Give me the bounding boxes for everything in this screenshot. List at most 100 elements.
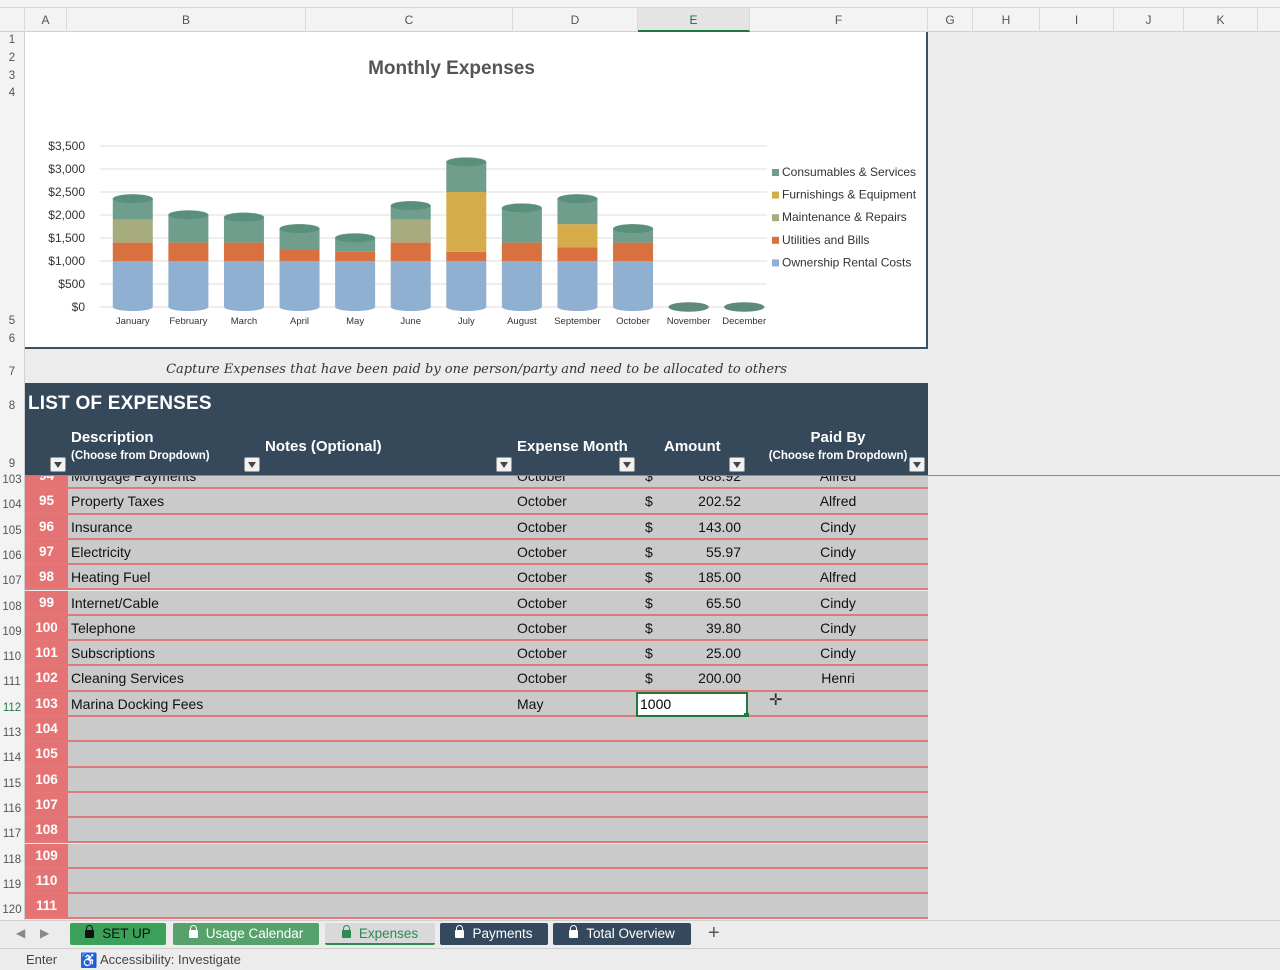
column-header-h[interactable]: H [973, 8, 1040, 32]
column-header-j[interactable]: J [1114, 8, 1184, 32]
table-row[interactable]: 97 Electricity October $55.97 Cindy [25, 539, 928, 566]
description-cell[interactable]: Cleaning Services [71, 670, 184, 687]
amount-cell[interactable]: 688.92 [698, 476, 741, 484]
description-cell[interactable]: Subscriptions [71, 645, 156, 662]
description-cell[interactable]: Electricity [71, 543, 131, 560]
description-cell[interactable]: Heating Fuel [71, 569, 151, 586]
currency-symbol[interactable]: $ [645, 569, 653, 586]
amount-cell[interactable]: 202.52 [698, 493, 741, 510]
amount-cell[interactable]: 65.50 [705, 594, 741, 611]
add-sheet-plus-icon[interactable]: + [708, 922, 720, 944]
row-header[interactable]: 109 [2, 625, 22, 638]
row-header[interactable]: 115 [2, 777, 22, 790]
table-row[interactable]: 109 [25, 843, 928, 869]
table-row[interactable]: 101 Subscriptions October $25.00 Cindy [25, 641, 928, 667]
description-cell[interactable]: Insurance [71, 518, 133, 535]
currency-symbol[interactable]: $ [645, 645, 653, 662]
row-header[interactable]: 9 [8, 458, 16, 470]
table-row[interactable]: 102 Cleaning Services October $200.00 Henri [25, 666, 928, 692]
row-header[interactable]: 116 [2, 802, 22, 815]
column-header-k[interactable]: K [1184, 8, 1258, 32]
description-cell[interactable]: Telephone [71, 619, 136, 636]
expense-month-cell[interactable]: May [517, 695, 544, 712]
table-row[interactable]: 98 Heating Fuel October $185.00 Alfred [25, 565, 928, 591]
row-header[interactable]: 1 [8, 34, 16, 46]
currency-symbol[interactable]: $ [645, 594, 653, 611]
table-row[interactable]: 94Mortgage Payments October $688.92 Alfred [25, 476, 928, 490]
row-header[interactable]: 5 [8, 315, 16, 327]
row-header[interactable]: 110 [2, 651, 22, 664]
amount-cell[interactable]: 55.97 [705, 543, 741, 560]
sheet-tab-expenses[interactable]: Expenses [325, 923, 435, 945]
amount-cell[interactable]: 200.00 [698, 670, 741, 687]
row-header[interactable]: 111 [3, 676, 21, 689]
row-header[interactable]: 114 [2, 752, 22, 765]
row-header[interactable]: 119 [2, 878, 22, 891]
expense-month-cell[interactable]: October [517, 569, 567, 586]
accessibility-icon[interactable]: ♿ [80, 952, 98, 968]
row-header[interactable]: 105 [2, 524, 22, 537]
monthly-expenses-chart[interactable]: $0 $500 $1,000 $1,500 $2,000 $2,500 $3,000 $3,5… [25, 32, 928, 349]
paid-by-cell[interactable]: Alfred [819, 569, 857, 586]
row-header[interactable]: 8 [8, 400, 16, 412]
filter-dropdown-icon[interactable] [619, 457, 635, 472]
sheet-tab-total-overview[interactable]: Total Overview [553, 923, 691, 945]
filter-dropdown-icon[interactable] [50, 457, 66, 472]
paid-by-cell[interactable]: Alfred [819, 476, 857, 484]
row-header[interactable]: 6 [8, 333, 16, 345]
next-sheet-arrow-icon[interactable]: ▶ [40, 926, 50, 940]
amount-cell[interactable]: 39.80 [705, 619, 741, 636]
table-row[interactable]: 104 [25, 717, 928, 743]
row-header[interactable]: 2 [8, 52, 16, 64]
worksheet-grid[interactable]: $0 $500 $1,000 $1,500 $2,000 $2,500 $3,000 $3,5… [25, 32, 1280, 920]
paid-by-cell[interactable]: Alfred [819, 493, 857, 510]
amount-cell[interactable]: 185.00 [698, 569, 741, 586]
column-header-f[interactable]: F [750, 8, 928, 32]
column-header-i[interactable]: I [1040, 8, 1114, 32]
paid-by-cell[interactable]: Cindy [820, 518, 856, 535]
row-header[interactable]: 106 [2, 549, 22, 562]
table-row[interactable]: 107 [25, 792, 928, 819]
currency-symbol[interactable]: $ [645, 543, 653, 560]
sheet-tab-payments[interactable]: Payments [440, 923, 548, 945]
filter-dropdown-icon[interactable] [496, 457, 512, 472]
table-row[interactable]: 105 [25, 742, 928, 768]
currency-symbol[interactable]: $ [645, 493, 653, 510]
paid-by-cell[interactable]: Cindy [820, 645, 856, 662]
expense-month-cell[interactable]: October [517, 594, 567, 611]
description-cell[interactable]: Internet/Cable [71, 594, 159, 611]
paid-by-cell[interactable]: Cindy [820, 543, 856, 560]
column-header-d[interactable]: D [513, 8, 638, 32]
row-header[interactable]: 113 [2, 727, 22, 739]
column-header-b[interactable]: B [67, 8, 306, 32]
description-cell[interactable]: Marina Docking Fees [71, 695, 204, 712]
accessibility-status[interactable]: Accessibility: Investigate [100, 952, 241, 967]
table-row[interactable]: 96 Insurance October $143.00 Cindy [25, 514, 928, 540]
description-cell[interactable]: Mortgage Payments [71, 476, 197, 484]
paid-by-cell[interactable]: Cindy [820, 594, 856, 611]
expense-month-cell[interactable]: October [517, 670, 567, 687]
amount-cell[interactable]: 143.00 [698, 518, 741, 535]
table-row[interactable]: 110 [25, 868, 928, 895]
table-row[interactable]: 95 Property Taxes October $202.52 Alfred [25, 489, 928, 515]
expense-month-cell[interactable]: October [517, 619, 567, 636]
active-cell-editor[interactable]: 1000 [636, 691, 749, 718]
expense-month-cell[interactable]: October [517, 493, 567, 510]
row-header[interactable]: 104 [2, 499, 22, 512]
table-row[interactable]: 108 [25, 818, 928, 844]
currency-symbol[interactable]: $ [645, 518, 653, 535]
column-header-e[interactable]: E [638, 8, 750, 32]
paid-by-cell[interactable]: Cindy [820, 619, 856, 636]
row-header[interactable]: 108 [2, 600, 22, 613]
table-row[interactable]: 111 [25, 894, 928, 920]
description-cell[interactable]: Property Taxes [71, 493, 165, 510]
amount-cell[interactable]: 25.00 [705, 645, 741, 662]
sheet-tab-set-up[interactable]: SET UP [70, 923, 166, 945]
row-header[interactable]: 118 [2, 853, 22, 866]
currency-symbol[interactable]: $ [645, 476, 653, 484]
column-header-g[interactable]: G [928, 8, 973, 32]
table-row[interactable]: 100 Telephone October $39.80 Cindy [25, 615, 928, 642]
paid-by-cell[interactable]: Henri [821, 670, 855, 687]
filter-dropdown-icon[interactable] [244, 457, 260, 472]
row-header[interactable]: 112 [2, 701, 22, 714]
